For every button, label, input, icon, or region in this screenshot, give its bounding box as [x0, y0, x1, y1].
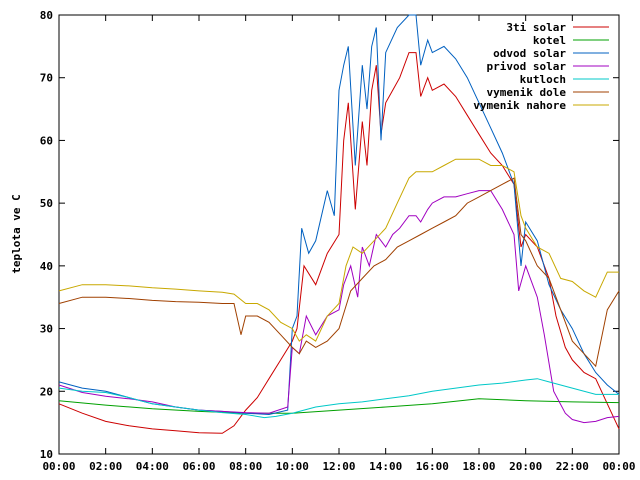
x-tick-label: 12:00: [322, 460, 355, 473]
x-tick-label: 10:00: [276, 460, 309, 473]
axis-ticks: [58, 14, 620, 455]
y-tick-label: 40: [40, 260, 53, 273]
x-tick-label: 08:00: [229, 460, 262, 473]
y-tick-label: 30: [40, 323, 53, 336]
x-tick-label: 14:00: [369, 460, 402, 473]
series-lines: [58, 14, 620, 434]
y-tick-label: 70: [40, 72, 53, 85]
x-tick-label: 00:00: [602, 460, 635, 473]
y-tick-label: 10: [40, 448, 53, 461]
x-tick-label: 16:00: [416, 460, 449, 473]
y-tick-label: 20: [40, 385, 53, 398]
x-tick-label: 20:00: [509, 460, 542, 473]
x-tick-label: 00:00: [42, 460, 75, 473]
y-tick-label: 60: [40, 134, 53, 147]
y-axis-label: teplota ve C: [10, 194, 23, 273]
legend-label: privod solar: [487, 60, 567, 73]
series-line-vymenik-dole: [58, 177, 620, 368]
x-tick-label: 04:00: [136, 460, 169, 473]
legend-label: kotel: [533, 34, 566, 47]
legend-label: 3ti solar: [506, 21, 566, 34]
y-tick-label: 80: [40, 9, 53, 22]
y-tick-label: 50: [40, 197, 53, 210]
x-tick-label: 18:00: [462, 460, 495, 473]
series-line-vymenik-nahore: [58, 158, 619, 342]
legend-label: vymenik dole: [487, 86, 567, 99]
axis-tick-labels: 00:00 02:00 04:00 06:00 08:00 10:00 12:00 14:00…: [40, 9, 636, 473]
series-line-odvod-solar: [58, 14, 620, 416]
x-tick-label: 22:00: [556, 460, 589, 473]
legend-label: kutloch: [520, 73, 566, 86]
legend-label: vymenik nahore: [473, 99, 566, 112]
x-tick-label: 02:00: [89, 460, 122, 473]
series-line-kutloch: [58, 378, 619, 419]
legend-label: odvod solar: [493, 47, 566, 60]
series-line-kotel: [58, 398, 620, 414]
x-tick-label: 06:00: [182, 460, 215, 473]
series-line-privod-solar: [58, 190, 620, 424]
